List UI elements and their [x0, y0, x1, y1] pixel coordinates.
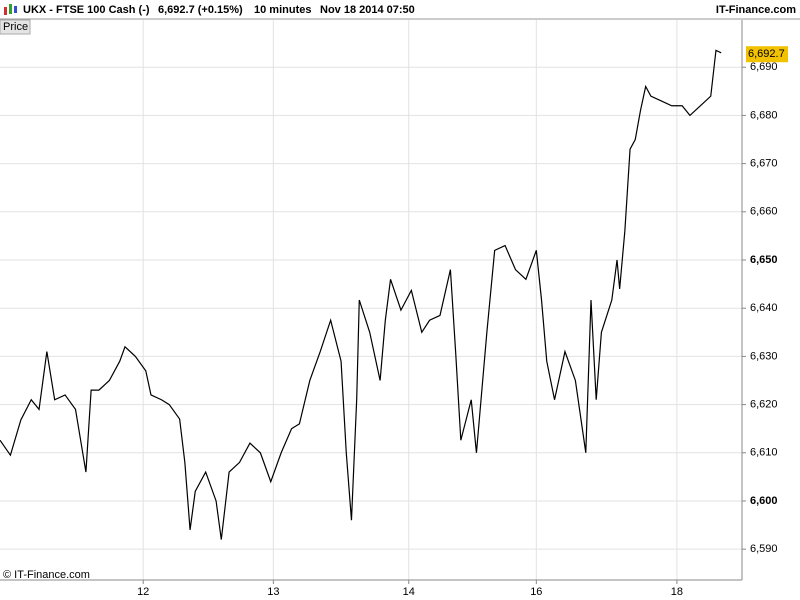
x-tick-label: 13: [267, 586, 279, 598]
copyright: © IT-Finance.com: [3, 569, 90, 581]
y-tick-label: 6,670: [750, 158, 778, 170]
price-line: [0, 49, 722, 540]
panel-tab-label: Price: [3, 21, 28, 33]
y-tick-label: 6,660: [750, 206, 778, 218]
last-price-label: 6,692.7: [748, 48, 785, 60]
x-tick-label: 18: [671, 586, 683, 598]
logo: [4, 4, 17, 15]
symbol: UKX - FTSE 100 Cash (-): [23, 4, 150, 16]
y-tick-label: 6,630: [750, 350, 778, 362]
y-tick-label: 6,610: [750, 447, 778, 459]
datetime: Nov 18 2014 07:50: [320, 4, 415, 16]
y-tick-label: 6,690: [750, 61, 778, 73]
interval: 10 minutes: [254, 4, 311, 16]
y-tick-label: 6,640: [750, 302, 778, 314]
x-tick-label: 12: [137, 586, 149, 598]
header-bar: [0, 0, 800, 19]
y-tick-label: 6,650: [750, 254, 778, 266]
last-price-box: [746, 46, 788, 63]
y-tick-label: 6,590: [750, 543, 778, 555]
x-tick-label: 16: [530, 586, 542, 598]
x-tick-label: 14: [403, 586, 415, 598]
brand: IT-Finance.com: [716, 4, 796, 16]
y-tick-label: 6,620: [750, 398, 778, 410]
y-tick-label: 6,600: [750, 495, 778, 507]
quote: 6,692.7 (+0.15%): [158, 4, 243, 16]
panel-tab[interactable]: [0, 19, 31, 35]
y-tick-label: 6,680: [750, 109, 778, 121]
